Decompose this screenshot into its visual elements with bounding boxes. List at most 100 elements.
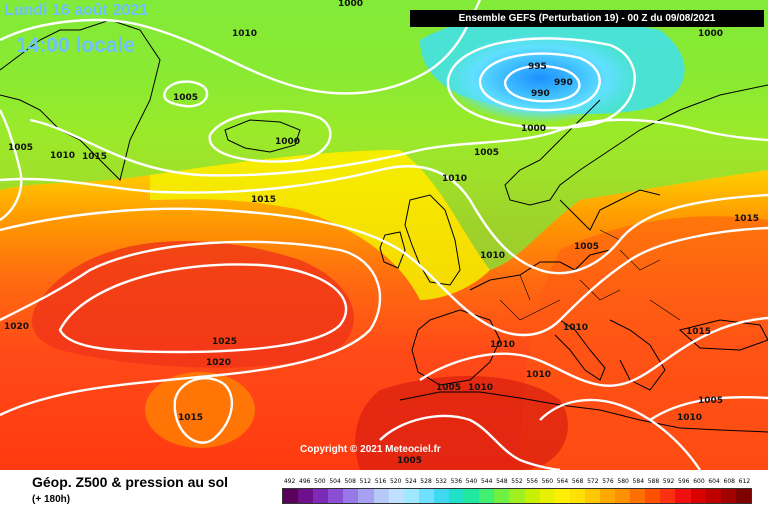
isobar-label: 995 (528, 62, 547, 72)
legend-tick-label: 608 (723, 478, 735, 485)
isobar-label: 1005 (574, 242, 599, 252)
legend-tick-label: 548 (496, 478, 508, 485)
isobar-label: 1010 (442, 174, 467, 184)
forecast-local-time: 14:00 locale (16, 34, 136, 57)
isobar-1010-north (0, 0, 482, 95)
z500-orange-se (520, 216, 768, 470)
isobar-label: 1010 (232, 29, 257, 39)
coastline-europe-west (469, 249, 611, 291)
legend-tick-label: 596 (678, 478, 690, 485)
legend-swatch (645, 489, 661, 503)
legend-swatch (373, 489, 389, 503)
isobar-greenland-1005 (163, 80, 209, 108)
legend-tick-label: 528 (420, 478, 432, 485)
legend-swatch (313, 489, 329, 503)
legend-tick-label: 504 (329, 478, 341, 485)
isobar-label: 1005 (8, 143, 33, 153)
isobar-label: 1000 (275, 137, 300, 147)
isobar-low-995 (478, 52, 601, 112)
forecast-date: Lundi 16 août 2021 (4, 2, 149, 19)
legend-tick-label: 556 (526, 478, 538, 485)
legend-swatch (675, 489, 691, 503)
isobar-label: 1010 (677, 413, 702, 423)
legend-tick-label: 560 (541, 478, 554, 485)
isobar-labels: 1010 1000 1000 1005 995 990 990 1005 101… (4, 0, 759, 466)
isobar-1005-east (649, 395, 768, 421)
isobar-label: 1020 (4, 322, 29, 332)
legend-swatch (283, 489, 299, 503)
isobar-label: 1005 (474, 148, 499, 158)
isobar-label: 1015 (82, 152, 107, 162)
coastline-british-isles (404, 194, 461, 286)
isobar-low-990 (503, 64, 581, 103)
legend-swatch (660, 489, 676, 503)
isobar-label: 1000 (698, 29, 723, 39)
legend-swatch (479, 489, 495, 503)
isobar-label: 1025 (212, 337, 237, 347)
legend-tick-label: 524 (405, 478, 417, 485)
isobar-label: 1010 (480, 251, 505, 261)
isobar-label: 1015 (178, 413, 203, 423)
isobar-1025 (58, 263, 348, 354)
isobar-1010-mid (0, 165, 768, 275)
legend-tick-label: 496 (299, 478, 311, 485)
legend-swatch (449, 489, 465, 503)
legend-swatch (418, 489, 434, 503)
legend-ticks: 492 496 500 504 508 512 516 520 524 528 532 536 540 5… (282, 478, 752, 488)
legend-swatch (615, 489, 631, 503)
coastline-baltic (559, 189, 661, 231)
legend-swatch (690, 489, 706, 503)
isobar-label: 1020 (206, 358, 231, 368)
coastline-ireland (379, 231, 406, 269)
legend-tick-label: 552 (511, 478, 523, 485)
coastline-balkans (609, 319, 666, 391)
legend-swatch (705, 489, 721, 503)
coastline-greenland (0, 19, 161, 181)
isobar-label: 1015 (686, 327, 711, 337)
isobar-label: 1005 (698, 396, 723, 406)
product-title: Géop. Z500 & pression au sol (32, 474, 229, 490)
legend-swatch (524, 489, 540, 503)
z500-color-legend (282, 488, 752, 504)
isobar-1005-long (29, 118, 768, 177)
isobar-low-1000 (446, 37, 636, 130)
z500-yellow-band (150, 150, 490, 300)
legend-tick-label: 532 (435, 478, 447, 485)
isobar-1015-cell (173, 377, 234, 444)
legend-tick-label: 500 (314, 478, 326, 485)
coastline-north-africa (399, 391, 768, 433)
isobar-label: 1005 (173, 93, 198, 103)
legend-tick-label: 540 (465, 478, 478, 485)
legend-swatch (494, 489, 510, 503)
isobar-label: 1010 (490, 340, 515, 350)
coastline-norway (504, 84, 768, 206)
legend-tick-label: 604 (708, 478, 720, 485)
legend-swatch (464, 489, 480, 503)
legend-swatch (569, 489, 585, 503)
legend-swatch (388, 489, 404, 503)
legend-tick-label: 508 (344, 478, 356, 485)
legend-tick-label: 520 (389, 478, 402, 485)
legend-swatch (599, 489, 616, 503)
legend-swatch (554, 489, 570, 503)
legend-tick-label: 592 (662, 478, 675, 485)
isobar-label: 1000 (521, 124, 546, 134)
legend-tick-label: 544 (480, 478, 493, 485)
isobar-label: 1010 (563, 323, 588, 333)
isobar-1005-west (0, 109, 23, 221)
isobar-1015 (0, 207, 768, 337)
model-run-info: Ensemble GEFS (Perturbation 19) - 00 Z d… (410, 10, 764, 27)
legend-swatch (328, 489, 344, 503)
legend-tick-label: 492 (283, 478, 296, 485)
coastline-italy (554, 319, 606, 381)
legend-swatch (298, 489, 314, 503)
legend-tick-label: 580 (617, 478, 629, 485)
legend-swatch (720, 489, 736, 503)
isobar-label: 1010 (50, 151, 75, 161)
isobar-iceland-1000 (208, 109, 332, 163)
legend-tick-label: 584 (632, 478, 645, 485)
isobar-label: 1005 (436, 383, 461, 393)
z500-deep-red-africa (355, 376, 568, 470)
isobar-1010-east (539, 398, 701, 470)
coastline-iberia (411, 309, 501, 386)
